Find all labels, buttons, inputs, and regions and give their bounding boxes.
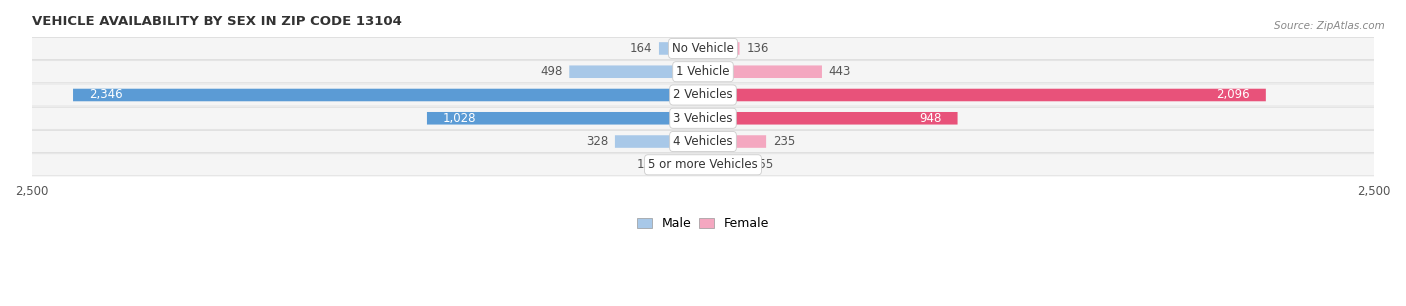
FancyBboxPatch shape [703,112,957,125]
Text: 1,028: 1,028 [443,112,477,125]
Text: 2,346: 2,346 [89,88,122,102]
Text: 2,096: 2,096 [1216,88,1250,102]
FancyBboxPatch shape [27,130,1379,153]
FancyBboxPatch shape [73,89,703,101]
Text: No Vehicle: No Vehicle [672,42,734,55]
Text: 139: 139 [637,158,659,171]
Text: 235: 235 [773,135,794,148]
FancyBboxPatch shape [27,131,1379,152]
Text: 498: 498 [540,65,562,78]
Text: VEHICLE AVAILABILITY BY SEX IN ZIP CODE 13104: VEHICLE AVAILABILITY BY SEX IN ZIP CODE … [32,15,402,28]
Text: 155: 155 [751,158,773,171]
FancyBboxPatch shape [27,84,1379,106]
FancyBboxPatch shape [27,84,1379,106]
Legend: Male, Female: Male, Female [631,212,775,235]
FancyBboxPatch shape [27,107,1379,130]
FancyBboxPatch shape [427,112,703,125]
FancyBboxPatch shape [27,37,1379,60]
FancyBboxPatch shape [27,61,1379,82]
FancyBboxPatch shape [703,42,740,55]
Text: 4 Vehicles: 4 Vehicles [673,135,733,148]
Text: 164: 164 [630,42,652,55]
FancyBboxPatch shape [703,89,1265,101]
FancyBboxPatch shape [27,38,1379,59]
FancyBboxPatch shape [27,108,1379,129]
FancyBboxPatch shape [27,154,1379,176]
FancyBboxPatch shape [27,60,1379,83]
Text: 136: 136 [747,42,769,55]
Text: 443: 443 [828,65,851,78]
FancyBboxPatch shape [569,65,703,78]
Text: Source: ZipAtlas.com: Source: ZipAtlas.com [1274,21,1385,32]
FancyBboxPatch shape [659,42,703,55]
Text: 5 or more Vehicles: 5 or more Vehicles [648,158,758,171]
Text: 328: 328 [586,135,609,148]
FancyBboxPatch shape [27,153,1379,176]
FancyBboxPatch shape [703,159,745,171]
Text: 1 Vehicle: 1 Vehicle [676,65,730,78]
Text: 2 Vehicles: 2 Vehicles [673,88,733,102]
Text: 948: 948 [920,112,942,125]
FancyBboxPatch shape [665,159,703,171]
FancyBboxPatch shape [614,135,703,148]
FancyBboxPatch shape [703,65,823,78]
Text: 3 Vehicles: 3 Vehicles [673,112,733,125]
FancyBboxPatch shape [703,135,766,148]
